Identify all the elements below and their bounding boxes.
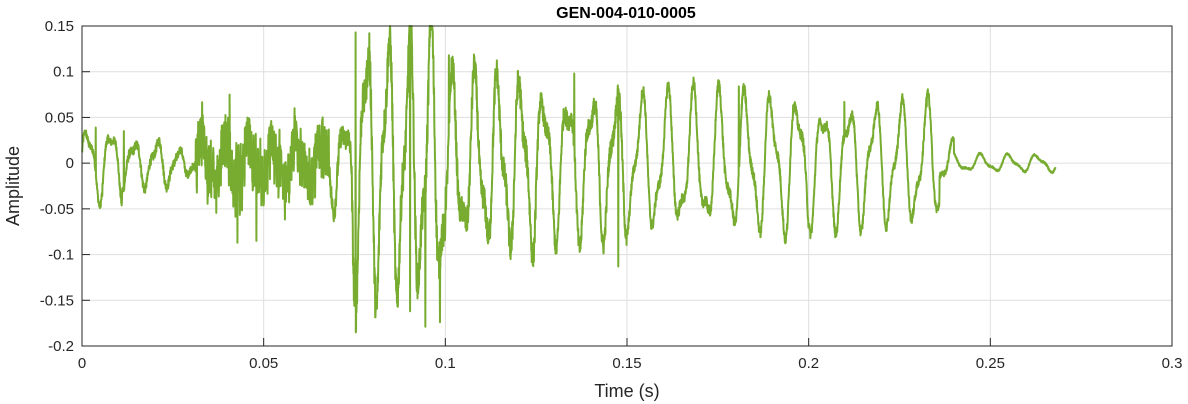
y-axis-ticks: -0.2 -0.15 -0.1 -0.05 0 0.05 0.1 0.15: [40, 18, 90, 355]
x-tick-label: 0.3: [1162, 355, 1183, 372]
y-tick-label: 0: [66, 155, 74, 172]
x-tick-label: 0.15: [612, 355, 641, 372]
y-tick-label: -0.15: [40, 292, 74, 309]
x-tick-label: 0.1: [435, 355, 456, 372]
chart-title: GEN-004-010-0005: [556, 5, 696, 22]
plot-line-group: [81, 25, 1057, 334]
y-tick-label: 0.05: [45, 109, 74, 126]
x-tick-label: 0.25: [976, 355, 1005, 372]
y-tick-label: 0.1: [53, 64, 74, 81]
waveform-series-line: [81, 25, 1057, 334]
y-axis-label: Amplitude: [3, 146, 23, 226]
y-tick-label: -0.1: [48, 247, 74, 264]
y-tick-label: -0.2: [48, 338, 74, 355]
y-tick-label: 0.15: [45, 18, 74, 35]
x-axis-ticks: 0 0.05 0.1 0.15 0.2 0.25 0.3: [78, 338, 1183, 372]
x-tick-label: 0.05: [249, 355, 278, 372]
x-tick-label: 0.2: [798, 355, 819, 372]
x-axis-label: Time (s): [594, 381, 659, 401]
y-tick-label: -0.05: [40, 201, 74, 218]
x-tick-label: 0: [78, 355, 86, 372]
